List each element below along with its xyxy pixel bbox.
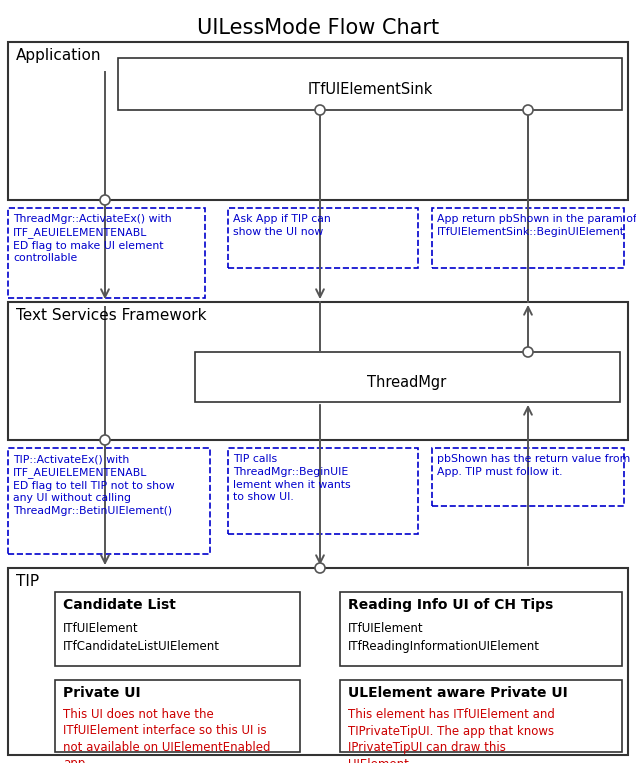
Bar bbox=[8, 448, 210, 554]
Bar bbox=[432, 448, 624, 506]
Text: ITfReadingInformationUIElement: ITfReadingInformationUIElement bbox=[348, 640, 540, 653]
Text: UILessMode Flow Chart: UILessMode Flow Chart bbox=[197, 18, 439, 38]
Text: ULElement aware Private UI: ULElement aware Private UI bbox=[348, 686, 568, 700]
Text: TIP::ActivateEx() with
ITF_AEUIELEMENTENABL
ED flag to tell TIP not to show
any : TIP::ActivateEx() with ITF_AEUIELEMENTEN… bbox=[13, 454, 175, 516]
Text: Application: Application bbox=[16, 48, 102, 63]
Ellipse shape bbox=[315, 563, 325, 573]
Text: ITfUIElement: ITfUIElement bbox=[63, 622, 139, 635]
Text: ThreadMgr::ActivateEx() with
ITF_AEUIELEMENTENABL
ED flag to make UI element
con: ThreadMgr::ActivateEx() with ITF_AEUIELE… bbox=[13, 214, 172, 263]
Text: ITfCandidateListUIElement: ITfCandidateListUIElement bbox=[63, 640, 220, 653]
Text: TIP calls
ThreadMgr::BeginUIE
lement when it wants
to show UI.: TIP calls ThreadMgr::BeginUIE lement whe… bbox=[233, 454, 350, 502]
Bar bbox=[8, 568, 628, 755]
Ellipse shape bbox=[100, 435, 110, 445]
Text: TIP: TIP bbox=[16, 574, 39, 589]
Text: ThreadMgr: ThreadMgr bbox=[368, 375, 446, 389]
Text: This UI does not have the
ITfUIElement interface so this UI is
not available on : This UI does not have the ITfUIElement i… bbox=[63, 708, 270, 763]
Bar bbox=[228, 208, 418, 268]
Bar bbox=[8, 302, 628, 440]
Text: Text Services Framework: Text Services Framework bbox=[16, 308, 207, 323]
Text: App return pbShown in the param of
ITfUIElementSink::BeginUIElement: App return pbShown in the param of ITfUI… bbox=[437, 214, 636, 237]
Text: Reading Info UI of CH Tips: Reading Info UI of CH Tips bbox=[348, 598, 553, 612]
Text: ITfUIElement: ITfUIElement bbox=[348, 622, 424, 635]
Bar bbox=[340, 592, 622, 666]
Text: Ask App if TIP can
show the UI now: Ask App if TIP can show the UI now bbox=[233, 214, 331, 237]
Bar bbox=[55, 680, 300, 752]
Text: ITfUIElementSink: ITfUIElementSink bbox=[307, 82, 432, 96]
Bar bbox=[55, 592, 300, 666]
Text: This element has ITfUIElement and
TIPrivateTipUI. The app that knows
IPrivateTip: This element has ITfUIElement and TIPriv… bbox=[348, 708, 555, 763]
Bar bbox=[8, 208, 205, 298]
Text: pbShown has the return value from
App. TIP must follow it.: pbShown has the return value from App. T… bbox=[437, 454, 630, 477]
Bar bbox=[228, 448, 418, 534]
Ellipse shape bbox=[100, 195, 110, 205]
Ellipse shape bbox=[523, 105, 533, 115]
Bar bbox=[340, 680, 622, 752]
Bar bbox=[432, 208, 624, 268]
Text: Candidate List: Candidate List bbox=[63, 598, 176, 612]
Text: Private UI: Private UI bbox=[63, 686, 141, 700]
Ellipse shape bbox=[523, 347, 533, 357]
Bar bbox=[195, 352, 620, 402]
Ellipse shape bbox=[315, 105, 325, 115]
Bar bbox=[118, 58, 622, 110]
Bar bbox=[8, 42, 628, 200]
